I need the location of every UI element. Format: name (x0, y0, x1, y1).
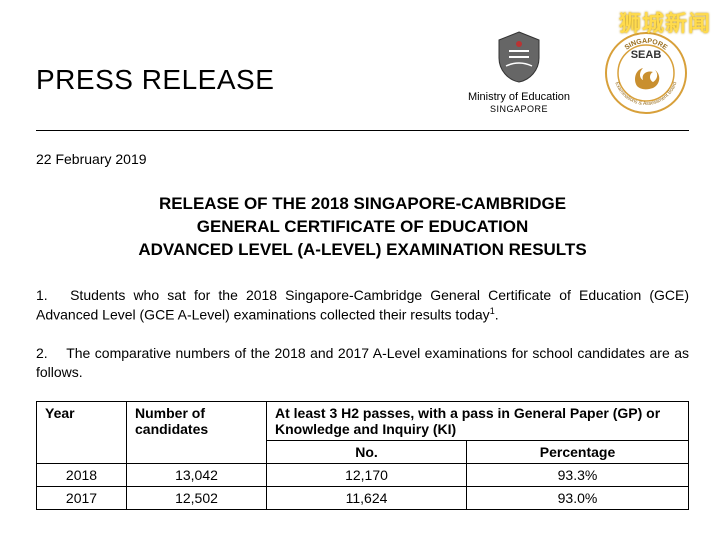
para-1-end: . (495, 307, 499, 323)
header: PRESS RELEASE Ministry of Education SING… (36, 30, 689, 116)
cell-candidates: 12,502 (127, 486, 267, 509)
cell-year: 2018 (37, 463, 127, 486)
col-header-candidates: Number of candidates (127, 401, 267, 463)
table-row: 2018 13,042 12,170 93.3% (37, 463, 689, 486)
cell-no: 11,624 (267, 486, 467, 509)
seab-logo: SINGAPORE Examinations & Assessment Boar… (603, 30, 689, 116)
cell-candidates: 13,042 (127, 463, 267, 486)
moe-logo-block: Ministry of Education SINGAPORE (459, 30, 579, 114)
paragraph-2: 2. The comparative numbers of the 2018 a… (36, 344, 689, 383)
document-title: RELEASE OF THE 2018 SINGAPORE-CAMBRIDGE … (36, 193, 689, 262)
col-header-year: Year (37, 401, 127, 463)
moe-sublabel: SINGAPORE (459, 104, 579, 114)
title-line-3: ADVANCED LEVEL (A-LEVEL) EXAMINATION RES… (36, 239, 689, 262)
seab-lion-icon (635, 68, 659, 89)
release-date: 22 February 2019 (36, 151, 689, 167)
cell-pct: 93.3% (467, 463, 689, 486)
title-line-1: RELEASE OF THE 2018 SINGAPORE-CAMBRIDGE (36, 193, 689, 216)
col-header-passes: At least 3 H2 passes, with a pass in Gen… (267, 401, 689, 440)
document-page: PRESS RELEASE Ministry of Education SING… (0, 0, 725, 560)
seab-badge-icon: SINGAPORE Examinations & Assessment Boar… (603, 30, 689, 116)
divider (36, 130, 689, 131)
para-1-number: 1. (36, 286, 62, 306)
para-2-text: The comparative numbers of the 2018 and … (36, 345, 689, 381)
seab-acronym: SEAB (631, 49, 662, 61)
paragraph-1: 1. Students who sat for the 2018 Singapo… (36, 286, 689, 326)
moe-label: Ministry of Education (459, 91, 579, 104)
watermark-text: 狮城新闻 (619, 6, 711, 38)
cell-pct: 93.0% (467, 486, 689, 509)
cell-no: 12,170 (267, 463, 467, 486)
moe-crest-icon (494, 30, 544, 84)
results-table: Year Number of candidates At least 3 H2 … (36, 401, 689, 510)
table-row: 2017 12,502 11,624 93.0% (37, 486, 689, 509)
cell-year: 2017 (37, 486, 127, 509)
title-line-2: GENERAL CERTIFICATE OF EDUCATION (36, 216, 689, 239)
para-2-number: 2. (36, 344, 62, 364)
col-header-percentage: Percentage (467, 440, 689, 463)
press-release-heading: PRESS RELEASE (36, 64, 274, 96)
logo-group: Ministry of Education SINGAPORE SINGAPOR… (459, 30, 689, 116)
table-header-row-1: Year Number of candidates At least 3 H2 … (37, 401, 689, 440)
col-header-no: No. (267, 440, 467, 463)
para-1-text: Students who sat for the 2018 Singapore-… (36, 287, 689, 323)
